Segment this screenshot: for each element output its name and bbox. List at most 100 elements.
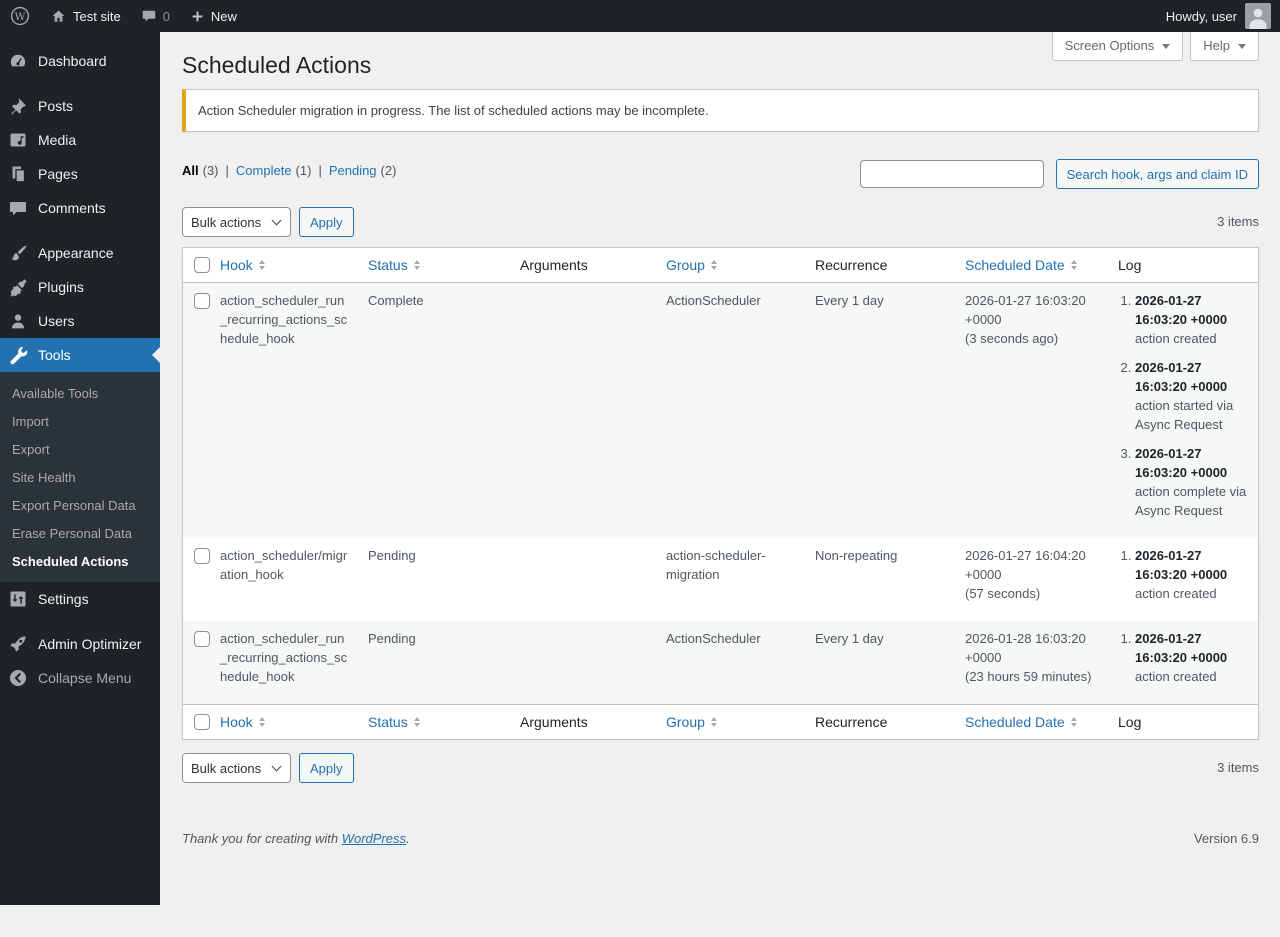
submenu-label: Available Tools	[12, 385, 99, 401]
cell-log: 2026-01-27 16:03:20 +0000 action created…	[1108, 283, 1259, 539]
scheduled-ago: (57 seconds)	[965, 586, 1041, 602]
help-button[interactable]: Help	[1190, 32, 1259, 61]
sidebar-item-plugins[interactable]: Plugins	[0, 270, 160, 304]
submenu-label: Export	[12, 441, 50, 457]
sidebar-item-settings[interactable]: Settings	[0, 582, 160, 616]
log-text: action created	[1135, 331, 1217, 347]
sort-status-link[interactable]: Status	[368, 256, 420, 274]
sidebar-item-label: Settings	[38, 591, 89, 607]
sort-hook-link[interactable]: Hook	[220, 256, 265, 274]
sort-group-link[interactable]: Group	[666, 256, 717, 274]
svg-text:W: W	[15, 11, 26, 23]
bulk-actions-select[interactable]: Bulk actions	[182, 753, 291, 784]
sidebar-item-admin-optimizer[interactable]: Admin Optimizer	[0, 627, 160, 661]
sidebar-item-pages[interactable]: Pages	[0, 157, 160, 191]
sort-group-link[interactable]: Group	[666, 713, 717, 731]
sidebar-item-comments[interactable]: Comments	[0, 191, 160, 225]
sort-scheduled-date-link[interactable]: Scheduled Date	[965, 713, 1077, 731]
select-all-checkbox[interactable]	[194, 714, 210, 731]
cell-hook: action_scheduler_run_recurring_actions_s…	[220, 293, 348, 347]
sidebar-item-label: Dashboard	[38, 53, 107, 69]
search-submit-button[interactable]: Search hook, args and claim ID	[1055, 159, 1259, 190]
row-checkbox[interactable]	[194, 631, 210, 648]
wordpress-link[interactable]: WordPress	[341, 831, 406, 847]
column-status-label: Status	[368, 714, 408, 731]
bulk-actions-bottom: Bulk actions Apply	[182, 753, 354, 784]
sidebar-item-erase-personal-data[interactable]: Erase Personal Data	[0, 519, 160, 547]
comment-count: 0	[162, 8, 170, 24]
log-text: action complete via Async Request	[1135, 484, 1247, 519]
log-entry: 2026-01-27 16:03:20 +0000 action created	[1135, 546, 1248, 603]
filter-all[interactable]: All	[182, 163, 199, 179]
new-content-menu[interactable]: New	[180, 0, 247, 32]
sidebar-item-appearance[interactable]: Appearance	[0, 236, 160, 270]
sidebar-item-label: Comments	[38, 200, 106, 216]
sort-scheduled-date-link[interactable]: Scheduled Date	[965, 256, 1077, 274]
sidebar-item-tools[interactable]: Tools	[0, 338, 160, 372]
new-label: New	[210, 8, 237, 24]
admin-sidebar: Dashboard Posts Media Pages Comments	[0, 32, 160, 905]
column-arguments-label: Arguments	[520, 257, 588, 274]
howdy-text: Howdy, user	[1165, 8, 1237, 24]
apply-button[interactable]: Apply	[299, 753, 354, 784]
filter-pending[interactable]: Pending	[328, 163, 377, 179]
sort-hook-link[interactable]: Hook	[220, 713, 265, 731]
row-checkbox[interactable]	[194, 293, 210, 310]
comments-icon	[8, 198, 28, 218]
cell-scheduled-date: 2026-01-28 16:03:20 +0000 (23 hours 59 m…	[955, 621, 1108, 705]
items-count: 3 items	[1217, 760, 1259, 776]
filter-all-count: (3)	[202, 163, 219, 179]
bulk-actions-select[interactable]: Bulk actions	[182, 207, 291, 238]
dashboard-icon	[8, 51, 28, 71]
row-checkbox[interactable]	[194, 548, 210, 565]
collapse-arrow-icon	[8, 668, 28, 688]
screen-meta: Screen Options Help	[1051, 32, 1259, 61]
sidebar-item-users[interactable]: Users	[0, 304, 160, 338]
apply-button[interactable]: Apply	[299, 207, 354, 238]
sidebar-item-available-tools[interactable]: Available Tools	[0, 379, 160, 407]
sort-status-link[interactable]: Status	[368, 713, 420, 731]
sort-arrows-icon	[1070, 717, 1077, 728]
sidebar-item-export-personal-data[interactable]: Export Personal Data	[0, 491, 160, 519]
collapse-menu-button[interactable]: Collapse Menu	[0, 661, 160, 695]
select-all-checkbox[interactable]	[194, 257, 210, 274]
cell-recurrence: Every 1 day	[815, 631, 884, 647]
search-input[interactable]	[859, 160, 1044, 189]
screen-options-button[interactable]: Screen Options	[1051, 32, 1184, 61]
settings-icon	[8, 589, 28, 609]
sidebar-item-export[interactable]: Export	[0, 435, 160, 463]
wordpress-logo-menu[interactable]: W	[0, 0, 40, 32]
pages-icon	[8, 164, 28, 184]
scheduled-date: 2026-01-27 16:04:20 +0000	[965, 548, 1086, 583]
table-row: action_scheduler_run_recurring_actions_s…	[182, 282, 1259, 539]
sidebar-item-label: Admin Optimizer	[38, 636, 142, 652]
sidebar-item-scheduled-actions[interactable]: Scheduled Actions	[0, 547, 160, 575]
sidebar-item-posts[interactable]: Posts	[0, 89, 160, 123]
submenu-label: Site Health	[12, 469, 76, 485]
items-count: 3 items	[1217, 214, 1259, 230]
log-entry: 2026-01-27 16:03:20 +0000 action complet…	[1135, 444, 1248, 520]
comments-menu[interactable]: 0	[131, 0, 180, 32]
sidebar-item-import[interactable]: Import	[0, 407, 160, 435]
filter-complete[interactable]: Complete	[235, 163, 292, 179]
site-name-menu[interactable]: Test site	[40, 0, 131, 32]
sidebar-item-site-health[interactable]: Site Health	[0, 463, 160, 491]
scheduled-date: 2026-01-27 16:03:20 +0000	[965, 293, 1086, 328]
bulk-actions-top: Bulk actions Apply	[182, 207, 354, 238]
column-hook-label: Hook	[220, 257, 253, 274]
sort-arrows-icon	[258, 260, 265, 271]
cell-arguments	[510, 538, 656, 621]
sidebar-item-label: Tools	[38, 347, 71, 363]
avatar	[1245, 3, 1271, 29]
sidebar-item-dashboard[interactable]: Dashboard	[0, 44, 160, 78]
column-status-label: Status	[368, 257, 408, 274]
cell-arguments	[510, 621, 656, 705]
log-date: 2026-01-27 16:03:20 +0000	[1135, 293, 1228, 328]
menu-separator	[0, 616, 160, 627]
footer-period: .	[406, 831, 410, 847]
sidebar-item-media[interactable]: Media	[0, 123, 160, 157]
my-account-menu[interactable]: Howdy, user	[1157, 0, 1280, 32]
admin-footer: Thank you for creating with WordPress. V…	[182, 831, 1259, 846]
cell-group: action-scheduler-migration	[666, 548, 766, 583]
footer-thanks-text: Thank you for creating with	[182, 831, 339, 847]
